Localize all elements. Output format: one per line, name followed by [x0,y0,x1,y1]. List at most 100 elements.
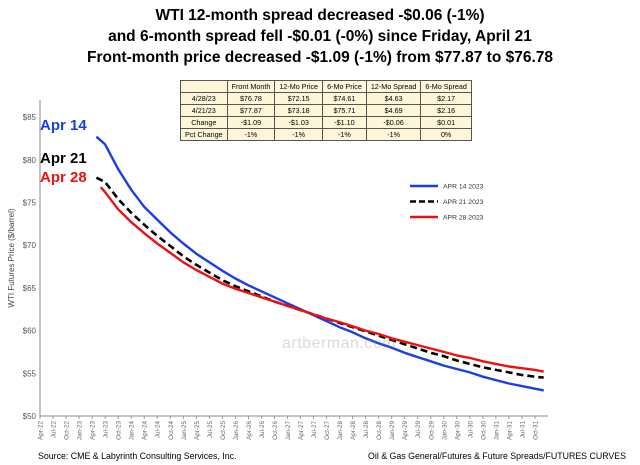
chart-title-line-1: WTI 12-month spread decreased -$0.06 (-1… [155,7,485,24]
y-tick-label: $80 [23,156,37,165]
y-tick-label: $55 [23,369,37,378]
x-tick-label: Jul-27 [311,421,318,439]
summary-table-cell: Pct Change [180,128,228,141]
y-tick-label: $70 [23,241,37,250]
summary-table-header: Front Month [226,80,276,93]
x-tick-label: Oct-26 [272,421,279,440]
summary-table-cell: $4.69 [365,104,422,117]
series-labels: Apr 14 Apr 21 Apr 28 [40,117,87,186]
summary-table-cell: $4.63 [365,92,422,105]
summary-table-cell: 4/21/23 [180,104,228,117]
chart-title-line-2: and 6-month spread fell -$0.01 (-0%) sin… [108,28,532,45]
summary-table-row: 4/28/23 $76.78 $72.15 $74.61 $4.63 $2.17 [180,92,472,105]
series-label: Apr 21 [40,150,87,167]
x-tick-label: Jan-26 [233,421,240,441]
series-label: Apr 28 [40,169,87,186]
folder-path-note: Oil & Gas General/Futures & Future Sprea… [368,451,626,461]
summary-table-row: 4/21/23 $77.87 $73.18 $75.71 $4.69 $2.16 [180,104,472,117]
y-axis-label: WTI Futures Price ($/barrel) [7,208,16,307]
summary-table-header-row: Front Month 12-Mo Price 6-Mo Price 12-Mo… [180,80,472,93]
x-tick-label: Apr-24 [142,421,149,440]
x-tick-label: Oct-23 [116,421,123,440]
summary-table-header [180,80,228,93]
series-lines [95,135,544,392]
summary-table-header: 12-Mo Price [274,80,324,93]
summary-table-cell: $2.17 [420,92,472,105]
x-tick-label: Oct-24 [168,421,175,440]
summary-table-cell: -$1.09 [226,116,276,129]
x-tick-label: Jul-31 [519,421,526,439]
x-tick-label: Apr-22 [38,421,45,440]
x-tick-label: Apr-25 [194,421,201,440]
legend-entry: APR 21 2023 [443,199,484,206]
x-tick-label: Jan-23 [77,421,84,441]
chart-title-line-3: Front-month price decreased -$1.09 (-1%)… [86,49,554,66]
x-tick-label: Jan-31 [493,421,500,441]
summary-table-cell: $74.61 [322,92,367,105]
summary-table-cell: $75.71 [322,104,367,117]
y-tick-label: $75 [23,198,37,207]
summary-table-cell: 4/28/23 [180,92,228,105]
legend-entry: APR 28 2023 [443,215,484,222]
x-tick-label: Oct-31 [532,421,539,440]
source-note: Source: CME & Labyrinth Consulting Servi… [38,451,237,461]
summary-table-cell: $73.18 [274,104,324,117]
x-tick-label: Jan-29 [389,421,396,441]
summary-table-row: Change -$1.09 -$1.03 -$1.10 -$0.06 $0.01 [180,116,472,129]
x-tick-label: Jul-26 [259,421,266,439]
x-tick-label: Jul-22 [51,421,58,439]
y-tick-label: $85 [23,113,37,122]
watermark: artberman.com [282,335,397,352]
summary-table-cell: Change [180,116,228,129]
x-tick-label: Apr-28 [350,421,357,440]
y-tick-label: $50 [23,412,37,421]
x-tick-label: Apr-23 [90,421,97,440]
legend: APR 14 2023 APR 21 2023 APR 28 2023 [410,184,484,222]
x-tick-label: Apr-26 [246,421,253,440]
x-tick-label: Oct-25 [220,421,227,440]
summary-table-cell: $76.78 [226,92,276,105]
x-tick-label: Apr-29 [402,421,409,440]
x-tick-label: Jul-28 [363,421,370,439]
summary-table-row: Pct Change -1% -1% -1% -1% 0% [180,128,472,141]
summary-table-header: 12-Mo Spread [365,80,422,93]
summary-table: Front Month 12-Mo Price 6-Mo Price 12-Mo… [180,80,472,141]
summary-table-cell: -1% [274,128,324,141]
summary-table-cell: 0% [420,128,472,141]
x-tick-label: Oct-28 [376,421,383,440]
x-tick-label: Jan-27 [285,421,292,441]
summary-table-cell: -1% [365,128,422,141]
summary-table-cell: -1% [322,128,367,141]
axes: $50 $55 $60 $65 $70 $75 $80 $85 Apr-22 Jul-22 Oct-… [7,100,548,440]
legend-entry: APR 14 2023 [443,184,484,191]
summary-table-cell: $2.16 [420,104,472,117]
x-tick-label: Oct-27 [324,421,331,440]
x-tick-label: Jan-28 [337,421,344,441]
summary-table-cell: -1% [226,128,276,141]
x-tick-label: Jul-25 [207,421,214,439]
summary-table-cell: $72.15 [274,92,324,105]
summary-table-header: 6-Mo Spread [420,80,472,93]
x-tick-label: Jan-30 [441,421,448,441]
x-tick-label: Jul-29 [415,421,422,439]
x-tick-label: Oct-30 [480,421,487,440]
series-line [95,135,544,392]
summary-table-cell: -$1.03 [274,116,324,129]
x-tick-label: Jul-23 [103,421,110,439]
x-tick-label: Apr-31 [506,421,513,440]
x-tick-label: Jul-24 [155,421,162,439]
x-tick-label: Jul-30 [467,421,474,439]
x-tick-label: Oct-29 [428,421,435,440]
y-tick-label: $60 [23,327,37,336]
summary-table-cell: $0.01 [420,116,472,129]
summary-table-cell: $77.87 [226,104,276,117]
summary-table-cell: -$1.10 [322,116,367,129]
x-tick-label: Apr-27 [298,421,305,440]
x-tick-label: Apr-30 [454,421,461,440]
series-label: Apr 14 [40,117,87,134]
x-tick-label: Jan-25 [181,421,188,441]
summary-table-header: 6-Mo Price [322,80,367,93]
summary-table-cell: -$0.06 [365,116,422,129]
x-tick-label: Jan-24 [129,421,136,441]
